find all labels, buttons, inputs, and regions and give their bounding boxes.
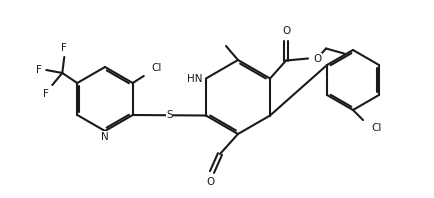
Text: O: O (282, 26, 290, 35)
Text: Cl: Cl (152, 63, 162, 73)
Text: HN: HN (187, 73, 203, 84)
Text: O: O (206, 177, 214, 187)
Text: F: F (36, 65, 42, 75)
Text: N: N (101, 132, 109, 142)
Text: F: F (43, 89, 49, 99)
Text: O: O (313, 53, 321, 64)
Text: F: F (61, 43, 67, 53)
Text: S: S (166, 110, 173, 120)
Text: Cl: Cl (371, 123, 381, 133)
